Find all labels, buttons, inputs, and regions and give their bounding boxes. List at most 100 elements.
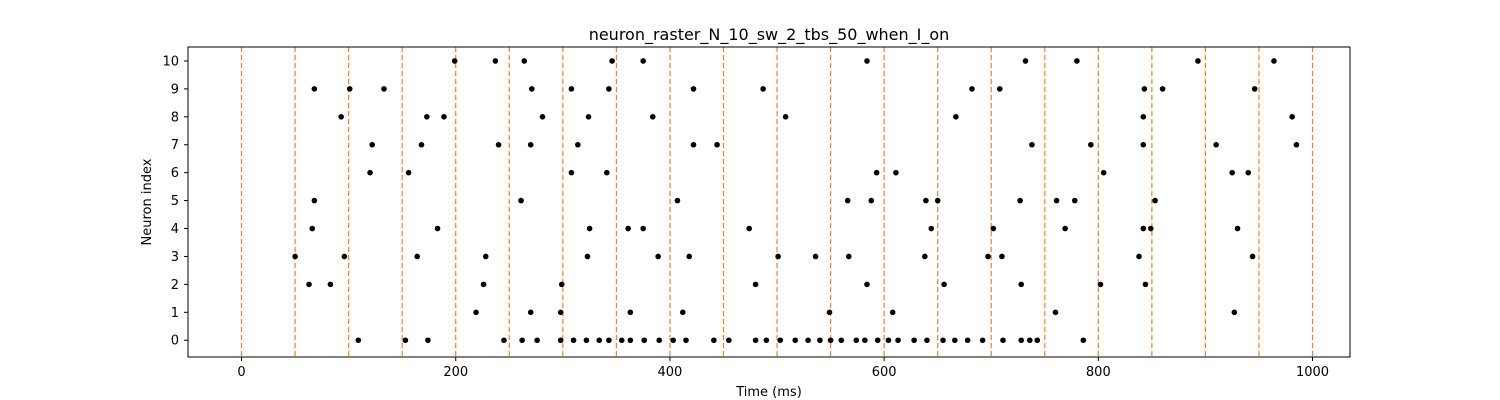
spike-point	[726, 337, 732, 344]
spike-point	[640, 58, 646, 64]
spike-point	[518, 197, 524, 204]
y-tick-label: 2	[171, 278, 179, 293]
spike-point	[826, 309, 833, 316]
spike-point	[911, 337, 917, 344]
x-tick-label: 800	[1086, 365, 1111, 380]
spike-point	[1088, 141, 1094, 148]
spike-point	[964, 337, 971, 344]
spike-point	[311, 86, 318, 92]
spike-point	[528, 86, 535, 92]
spike-point	[568, 86, 575, 92]
spike-markers	[292, 58, 1300, 344]
spike-point	[1071, 197, 1078, 204]
spike-point	[625, 225, 631, 232]
spike-point	[402, 337, 409, 344]
spike-point	[527, 309, 534, 316]
spike-point	[1140, 114, 1147, 120]
x-tick-label: 600	[872, 365, 897, 380]
spike-point	[425, 337, 431, 344]
spike-point	[1053, 197, 1060, 204]
spike-point	[1034, 337, 1041, 344]
spike-point	[355, 337, 362, 344]
spike-point	[557, 309, 564, 316]
spike-point	[923, 197, 929, 204]
spike-point	[1140, 141, 1147, 148]
spike-point	[940, 337, 946, 344]
spike-point	[1229, 169, 1235, 176]
spike-point	[838, 337, 845, 344]
spike-point	[306, 281, 312, 288]
spike-point	[521, 58, 528, 64]
spike-point	[627, 309, 634, 316]
spike-point	[1022, 58, 1029, 64]
spike-point	[969, 86, 975, 92]
spike-point	[480, 281, 487, 288]
spike-point	[641, 337, 648, 344]
spike-point	[683, 337, 689, 344]
x-tick-label: 200	[443, 365, 468, 380]
spike-point	[585, 114, 592, 120]
spike-point	[656, 337, 663, 344]
spike-point	[1234, 225, 1241, 232]
spike-point	[1245, 169, 1252, 176]
spike-point	[618, 337, 625, 344]
y-tick-label: 7	[171, 138, 179, 153]
spike-point	[874, 337, 881, 344]
spike-point	[864, 281, 870, 288]
spike-point	[885, 337, 892, 344]
chart-title: neuron_raster_N_10_sw_2_tbs_50_when_I_on	[589, 25, 950, 45]
spike-point	[482, 253, 489, 260]
spike-point	[990, 225, 997, 232]
y-tick-label: 1	[171, 306, 179, 321]
spike-point	[763, 337, 770, 344]
spike-point	[928, 225, 935, 232]
spike-point	[424, 114, 430, 120]
spike-point	[1062, 225, 1068, 232]
spike-point	[418, 141, 425, 148]
spike-point	[405, 169, 412, 176]
spike-point	[609, 58, 615, 64]
spike-point	[844, 197, 851, 204]
spike-point	[1231, 309, 1238, 316]
spike-point	[862, 337, 868, 344]
spike-point	[1026, 337, 1033, 344]
spike-point	[584, 253, 591, 260]
spike-point	[1195, 58, 1201, 64]
spike-point	[979, 337, 986, 344]
spike-point	[999, 253, 1005, 260]
spike-point	[714, 141, 720, 148]
spike-point	[583, 337, 590, 344]
spike-point	[309, 225, 316, 232]
spike-point	[827, 337, 834, 344]
spike-point	[575, 141, 581, 148]
spike-point	[674, 197, 681, 204]
spike-point	[812, 253, 819, 260]
spike-point	[934, 197, 941, 204]
spike-point	[922, 253, 928, 260]
spike-point	[1251, 86, 1258, 92]
x-tick-label: 400	[658, 365, 683, 380]
y-tick-label: 0	[171, 334, 179, 349]
timebin-markers	[240, 47, 1314, 357]
spike-point	[603, 169, 610, 176]
spike-point	[1213, 141, 1219, 148]
spike-point	[1152, 197, 1158, 204]
y-tick-label: 4	[171, 222, 179, 237]
spike-point	[1249, 253, 1256, 260]
spike-point	[1074, 58, 1080, 64]
spike-point	[746, 225, 752, 232]
x-axis-ticks: 0 200 400 600 800 1000	[237, 357, 1329, 380]
spike-point	[570, 337, 577, 344]
x-tick-label: 1000	[1296, 365, 1329, 380]
spike-point	[596, 337, 603, 344]
spike-point	[492, 58, 499, 64]
x-axis-label: Time (ms)	[735, 385, 802, 400]
spike-point	[845, 253, 852, 260]
y-tick-label: 10	[162, 54, 179, 69]
y-tick-label: 3	[171, 250, 179, 265]
y-tick-label: 9	[171, 82, 179, 97]
spike-point	[655, 253, 661, 260]
spike-point	[568, 169, 575, 176]
spike-point	[557, 337, 564, 344]
